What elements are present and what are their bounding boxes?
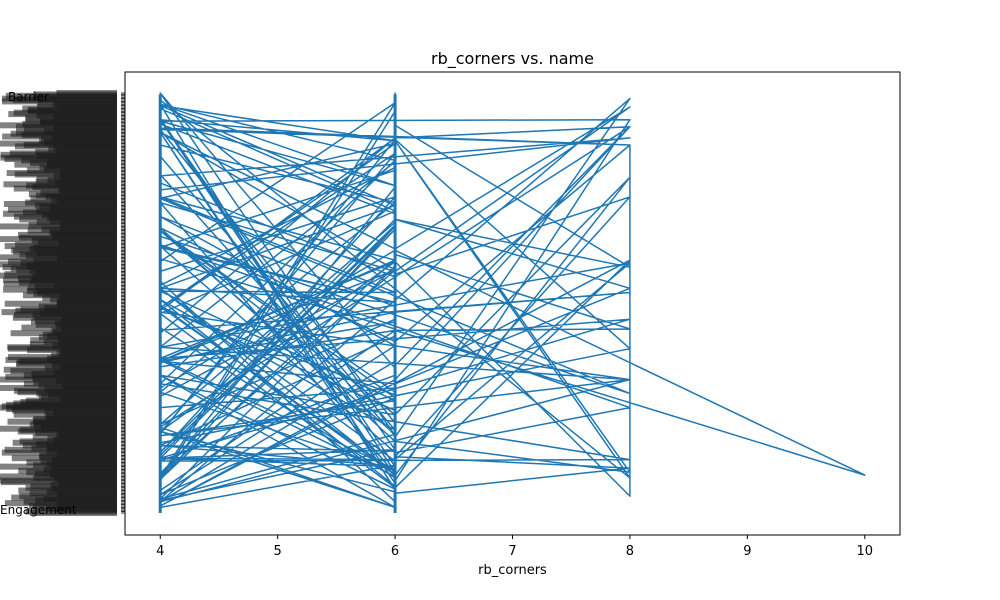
x-tick-label: 7 xyxy=(508,544,516,559)
x-tick-label: 5 xyxy=(274,544,282,559)
x-tick-label: 9 xyxy=(743,544,751,559)
y-tick-label: Barrier xyxy=(8,90,49,104)
x-axis-ticks: 4 5 6 7 8 9 10 xyxy=(156,535,873,559)
y-tick-labels: Engagement Barrier xyxy=(0,90,118,517)
y-tick-label-mark xyxy=(56,90,117,96)
x-tick-label: 6 xyxy=(391,544,399,559)
x-axis-label: rb_corners xyxy=(478,563,547,578)
y-tick-label: Engagement xyxy=(0,503,77,517)
x-tick-label: 8 xyxy=(626,544,634,559)
x-tick-label: 10 xyxy=(856,544,873,559)
series-line-group xyxy=(158,92,866,513)
x-tick-label: 4 xyxy=(156,544,164,559)
chart-title: rb_corners vs. name xyxy=(431,49,594,69)
y-ticks xyxy=(121,92,125,514)
